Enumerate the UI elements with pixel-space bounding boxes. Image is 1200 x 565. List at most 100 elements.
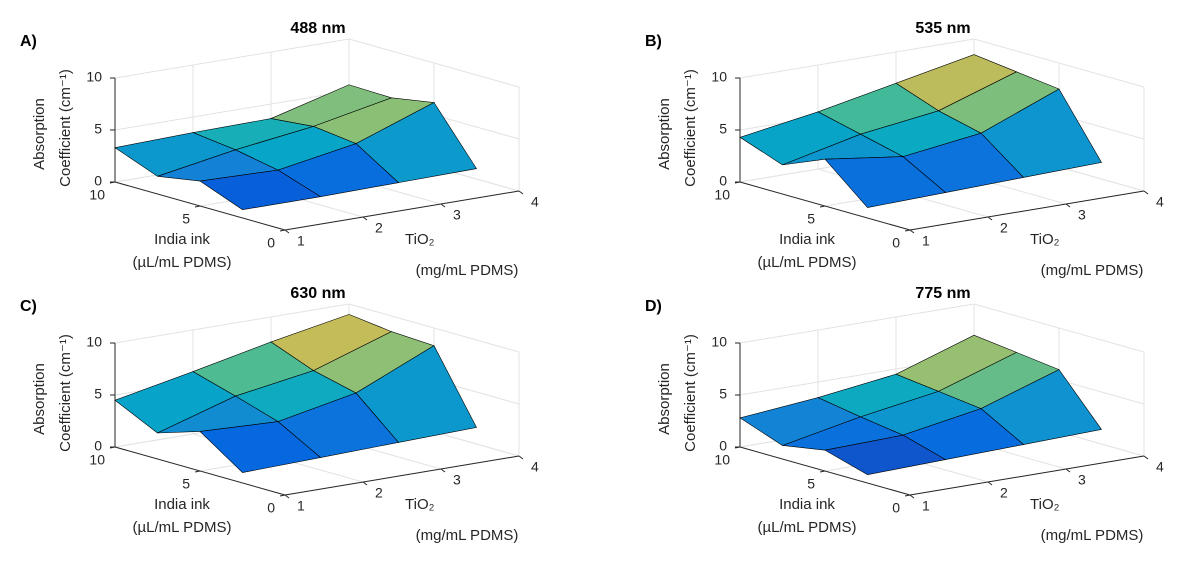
x-tick-label: 3 (453, 207, 461, 223)
tick-mark (518, 455, 524, 460)
x-axis-label: TiO₂ (405, 496, 435, 513)
surface-face (199, 421, 322, 473)
x-tick-label: 1 (297, 233, 305, 249)
x-axis-label: (mg/mL PDMS) (416, 262, 519, 279)
tick-mark (819, 470, 826, 473)
z-tick-label: 10 (86, 69, 102, 85)
tick-mark (904, 494, 911, 497)
y-axis-label: (µL/mL PDMS) (758, 519, 857, 536)
z-axis-label: Absorption (656, 363, 673, 435)
tick-mark (279, 229, 286, 232)
y-tick-label: 5 (182, 211, 190, 227)
y-tick-label: 10 (89, 187, 105, 203)
y-tick-label: 5 (182, 476, 190, 492)
tick-mark (904, 229, 911, 232)
x-tick-label: 2 (375, 220, 383, 236)
x-axis-label: (mg/mL PDMS) (1041, 527, 1144, 544)
z-tick-label: 5 (719, 121, 727, 137)
z-axis-label: Coefficient (cm⁻¹) (57, 334, 74, 452)
tick-mark (194, 205, 201, 208)
grid-line (973, 303, 1145, 353)
x-tick-label: 4 (1156, 194, 1164, 210)
z-tick-label: 5 (719, 386, 727, 402)
grid-line (348, 303, 520, 353)
y-axis-label: India ink (779, 496, 835, 513)
x-axis-label: TiO₂ (1030, 496, 1060, 513)
x-axis-label: TiO₂ (405, 231, 435, 248)
chart-title: 488 nm (290, 20, 345, 37)
z-tick-label: 0 (94, 438, 102, 454)
x-tick-label: 4 (531, 459, 539, 475)
tick-mark (1065, 468, 1071, 473)
x-axis-label: (mg/mL PDMS) (416, 527, 519, 544)
panel-label: D) (645, 298, 662, 315)
tick-mark (284, 494, 290, 499)
z-axis-label: Coefficient (cm⁻¹) (57, 69, 74, 187)
z-tick-label: 10 (711, 334, 727, 350)
x-tick-label: 3 (1078, 472, 1086, 488)
y-tick-label: 0 (267, 500, 275, 516)
z-axis-label: Coefficient (cm⁻¹) (682, 69, 699, 187)
y-tick-label: 0 (267, 235, 275, 251)
z-tick-label: 0 (94, 173, 102, 189)
x-tick-label: 1 (922, 233, 930, 249)
y-tick-label: 10 (714, 187, 730, 203)
tick-mark (1065, 203, 1071, 208)
panel-label: B) (645, 33, 662, 50)
chart-title: 775 nm (915, 285, 970, 302)
grid-line (348, 38, 520, 88)
chart-title: 535 nm (915, 20, 970, 37)
x-tick-label: 2 (1000, 220, 1008, 236)
y-axis-label: India ink (154, 231, 210, 248)
x-tick-label: 1 (297, 498, 305, 514)
tick-mark (819, 205, 826, 208)
chart-title: 630 nm (290, 285, 345, 302)
tick-mark (284, 229, 290, 234)
y-axis-label: (µL/mL PDMS) (133, 254, 232, 271)
tick-mark (362, 216, 368, 221)
tick-mark (440, 468, 446, 473)
panel-label: C) (20, 298, 37, 315)
y-axis-label: (µL/mL PDMS) (133, 519, 232, 536)
tick-mark (987, 481, 993, 486)
y-axis-label: (µL/mL PDMS) (758, 254, 857, 271)
grid-line (973, 38, 1145, 88)
x-tick-label: 4 (1156, 459, 1164, 475)
panel-label: A) (20, 33, 37, 50)
grid-line (114, 38, 350, 79)
z-tick-label: 10 (86, 334, 102, 350)
grid-line (114, 90, 350, 131)
z-axis-label: Absorption (31, 363, 48, 435)
z-axis-label: Absorption (31, 98, 48, 170)
surface-face (199, 169, 322, 210)
x-tick-label: 4 (531, 194, 539, 210)
z-tick-label: 5 (94, 386, 102, 402)
axis-line (909, 455, 1145, 496)
axis-line (909, 190, 1145, 231)
y-tick-label: 10 (714, 452, 730, 468)
z-axis-label: Absorption (656, 98, 673, 170)
x-tick-label: 2 (375, 485, 383, 501)
grid-line (114, 303, 350, 344)
tick-mark (279, 494, 286, 497)
x-tick-label: 3 (1078, 207, 1086, 223)
tick-mark (909, 229, 915, 234)
x-tick-label: 2 (1000, 485, 1008, 501)
x-tick-label: 1 (922, 498, 930, 514)
tick-mark (440, 203, 446, 208)
tick-mark (1143, 190, 1149, 195)
tick-mark (518, 190, 524, 195)
surface-face (824, 156, 947, 208)
z-tick-label: 10 (711, 69, 727, 85)
tick-mark (1143, 455, 1149, 460)
z-tick-label: 0 (719, 438, 727, 454)
axis-line (284, 190, 520, 231)
y-tick-label: 5 (807, 476, 815, 492)
z-tick-label: 0 (719, 173, 727, 189)
x-axis-label: (mg/mL PDMS) (1041, 262, 1144, 279)
